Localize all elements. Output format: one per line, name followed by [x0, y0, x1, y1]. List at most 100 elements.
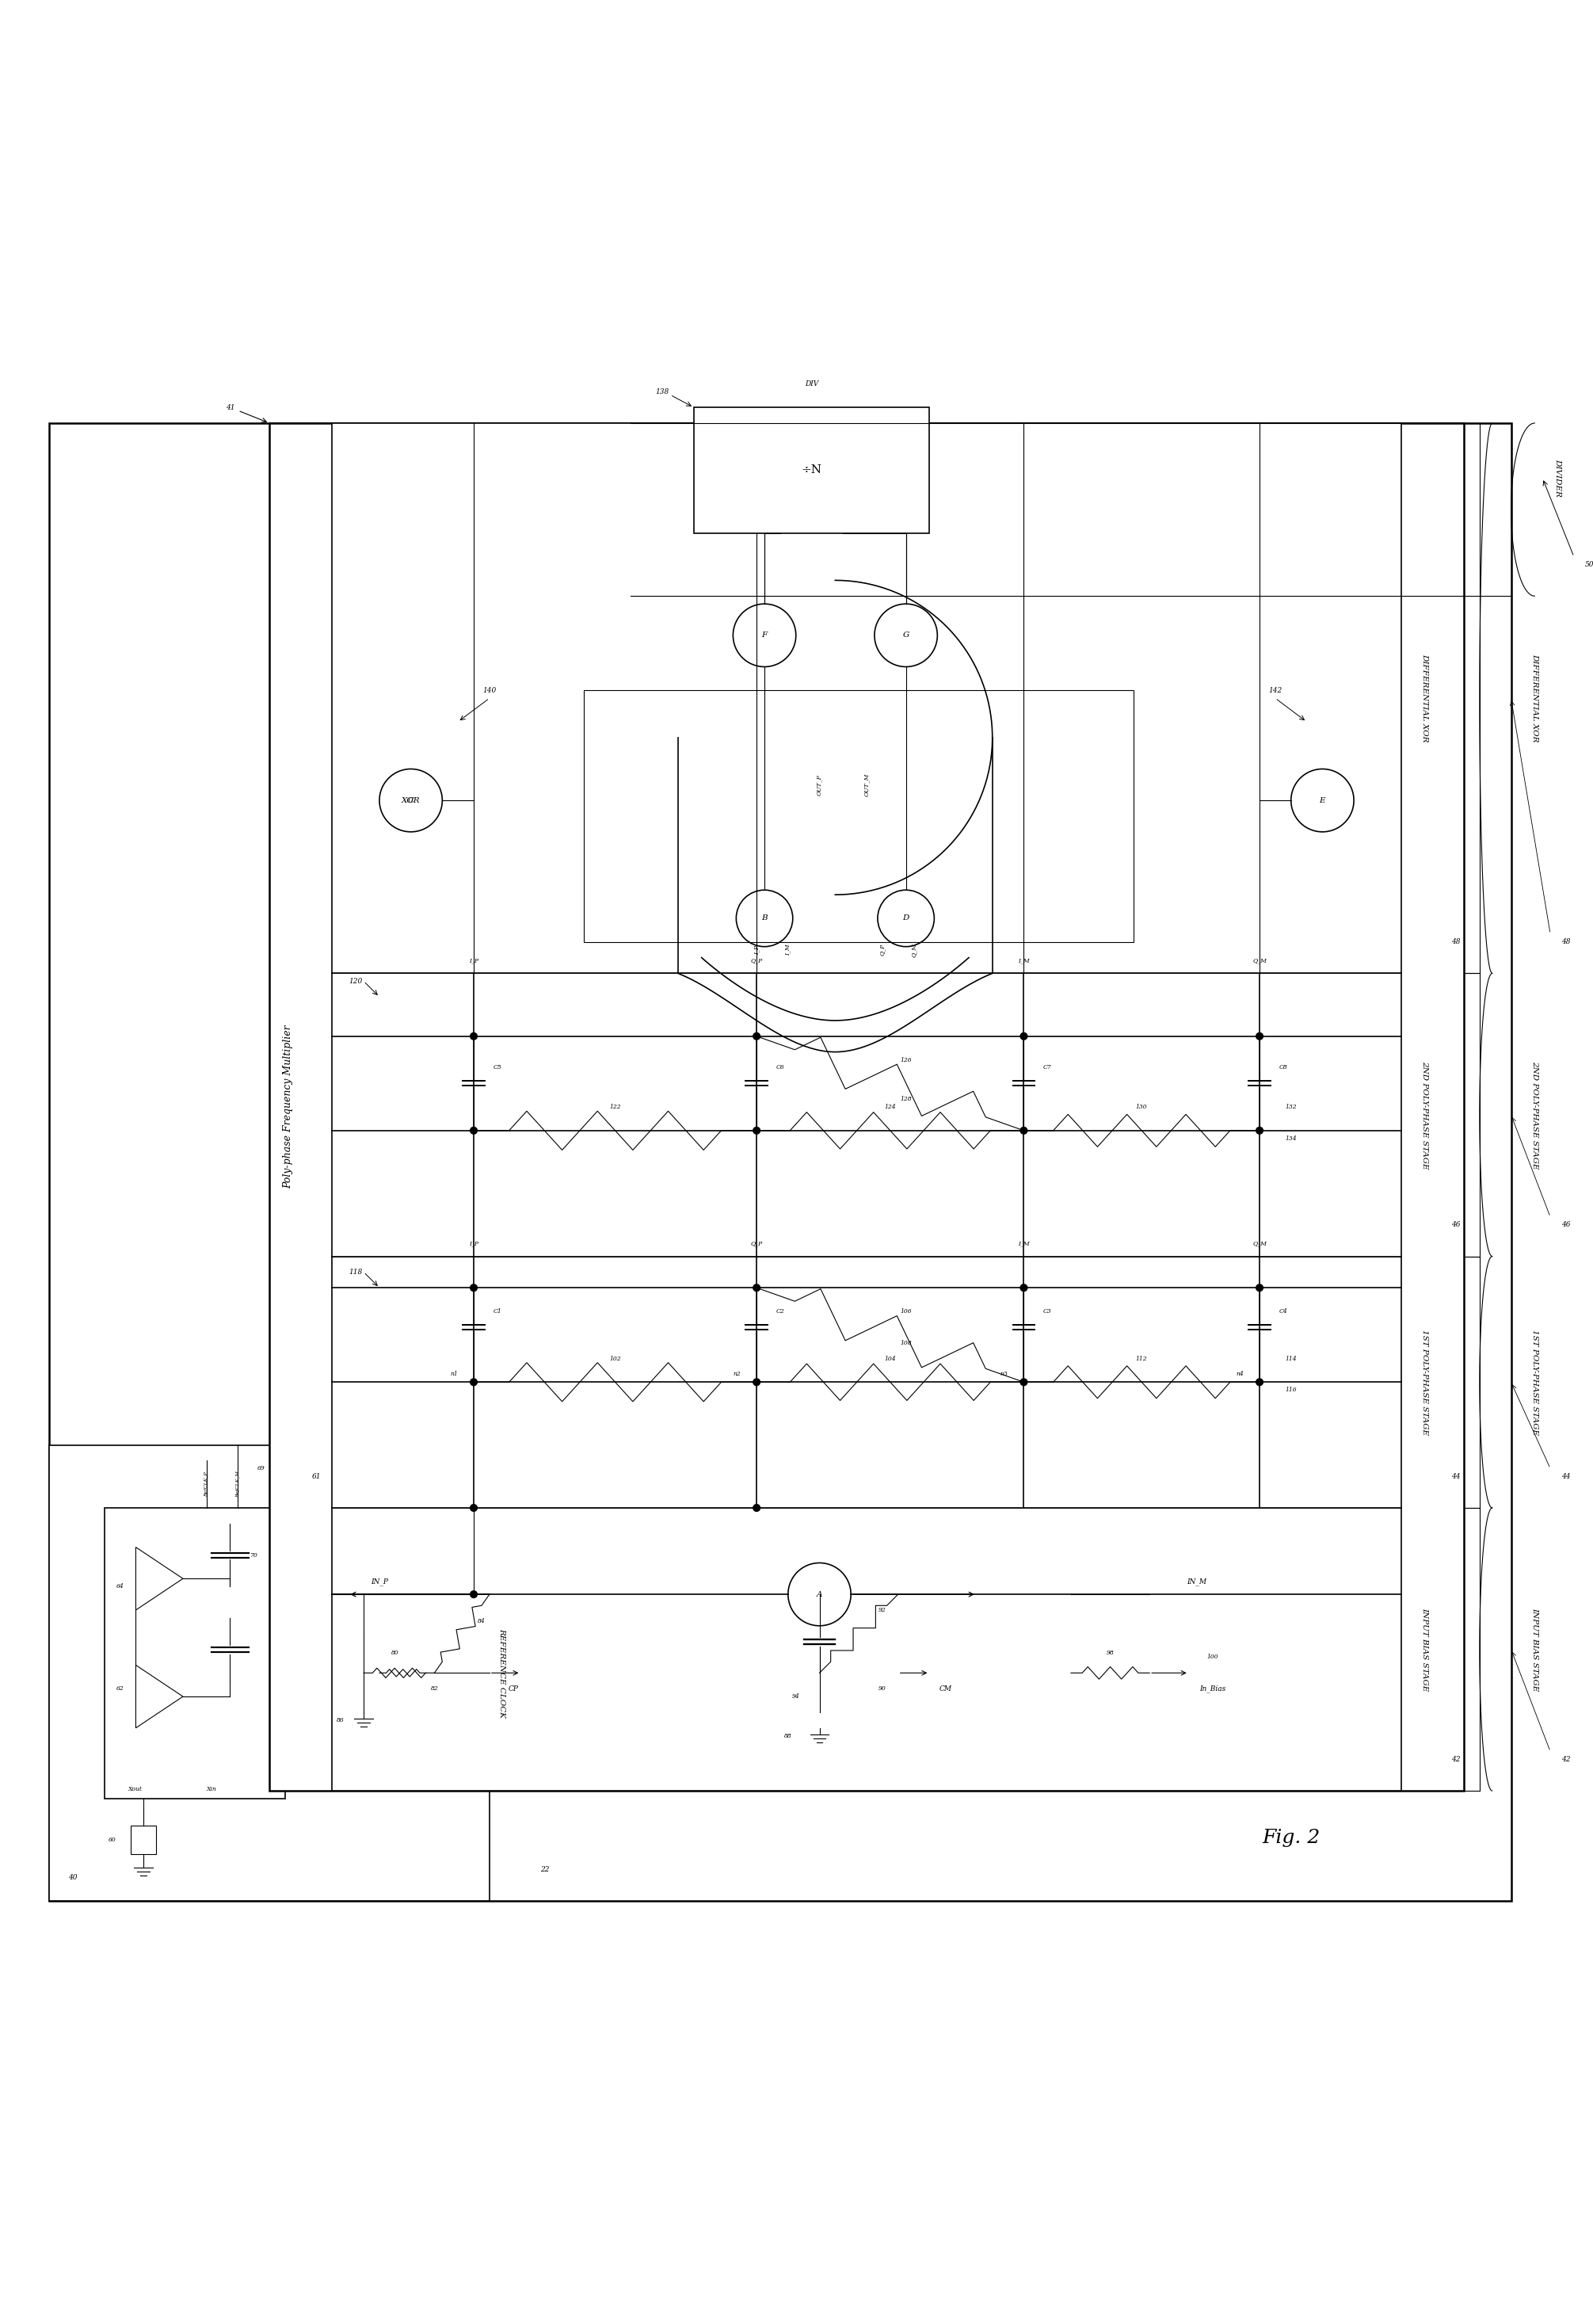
Text: 42: 42 [1561, 1757, 1571, 1764]
Text: I_M: I_M [1018, 1241, 1029, 1248]
Text: B: B [761, 916, 768, 923]
Bar [333, 974, 1400, 1257]
Text: RefCLK_M: RefCLK_M [236, 1471, 241, 1497]
Text: 64: 64 [116, 1583, 124, 1590]
Circle shape [1257, 1285, 1263, 1292]
Text: Xout: Xout [127, 1787, 142, 1792]
Text: OUT_M: OUT_M [863, 774, 870, 797]
Text: 44: 44 [1561, 1473, 1571, 1480]
Text: Q_P: Q_P [750, 1241, 763, 1248]
Text: 69: 69 [258, 1466, 266, 1471]
Text: 114: 114 [1286, 1355, 1297, 1362]
Text: C1: C1 [492, 1308, 502, 1315]
Text: CM: CM [938, 1685, 951, 1692]
Text: 100: 100 [1206, 1655, 1219, 1659]
Circle shape [753, 1032, 760, 1039]
Bar [693, 407, 929, 532]
Text: Xin: Xin [207, 1787, 217, 1792]
Text: 98: 98 [1107, 1650, 1114, 1655]
Bar [333, 423, 1400, 974]
Text: ÷N: ÷N [801, 465, 822, 476]
Text: 61: 61 [312, 1473, 322, 1480]
Text: 2ND POLY-PHASE STAGE: 2ND POLY-PHASE STAGE [1421, 1060, 1429, 1169]
Text: 2ND POLY-PHASE STAGE: 2ND POLY-PHASE STAGE [1531, 1060, 1539, 1169]
Text: IN_M: IN_M [1187, 1578, 1206, 1585]
Text: C3: C3 [1043, 1308, 1051, 1315]
Text: 102: 102 [610, 1355, 621, 1362]
Text: 134: 134 [1286, 1134, 1297, 1141]
Text: 22: 22 [540, 1866, 550, 1873]
Circle shape [470, 1032, 478, 1039]
Text: I_M: I_M [1018, 957, 1029, 964]
Circle shape [1021, 1127, 1027, 1134]
Circle shape [753, 1127, 760, 1134]
Text: 120: 120 [349, 978, 363, 985]
Text: 140: 140 [483, 688, 497, 695]
Text: 126: 126 [900, 1057, 911, 1062]
Text: C2: C2 [776, 1308, 784, 1315]
Text: INPUT BIAS STAGE: INPUT BIAS STAGE [1421, 1608, 1429, 1692]
Text: 40: 40 [68, 1873, 78, 1880]
Text: 62: 62 [116, 1685, 124, 1692]
Text: n1: n1 [451, 1371, 459, 1378]
Text: 122: 122 [610, 1104, 621, 1111]
Text: 124: 124 [884, 1104, 895, 1111]
Text: 116: 116 [1286, 1387, 1297, 1392]
Text: OUT_P: OUT_P [816, 774, 822, 795]
Text: 41: 41 [226, 404, 234, 411]
Text: 80: 80 [392, 1650, 398, 1655]
Text: 106: 106 [900, 1308, 911, 1315]
Circle shape [470, 1592, 478, 1599]
Text: 112: 112 [1136, 1355, 1147, 1362]
Text: CP: CP [508, 1685, 518, 1692]
Text: I_P: I_P [468, 957, 478, 964]
Text: REFERENCE CLOCK: REFERENCE CLOCK [499, 1629, 505, 1717]
Bar [105, 1508, 285, 1799]
Text: Q_P: Q_P [750, 957, 763, 964]
Circle shape [470, 1285, 478, 1292]
Text: IN_P: IN_P [371, 1578, 389, 1585]
Text: 60: 60 [108, 1836, 116, 1843]
Text: DIVIDER: DIVIDER [1555, 460, 1561, 497]
Text: Q_M: Q_M [1252, 1241, 1266, 1248]
Circle shape [470, 1378, 478, 1385]
Text: n3: n3 [1000, 1371, 1008, 1378]
Text: 94: 94 [792, 1694, 800, 1699]
Text: In_Bias: In_Bias [1200, 1685, 1225, 1692]
Text: 104: 104 [884, 1355, 895, 1362]
Text: INPUT BIAS STAGE: INPUT BIAS STAGE [1531, 1608, 1539, 1692]
Text: D: D [903, 916, 910, 923]
Circle shape [753, 1504, 760, 1511]
Text: 44: 44 [1451, 1473, 1461, 1480]
Text: 88: 88 [784, 1734, 792, 1738]
Text: 84: 84 [478, 1618, 486, 1624]
Text: Q_M: Q_M [911, 944, 918, 957]
Bar [131, 1824, 156, 1855]
Circle shape [470, 1127, 478, 1134]
Text: 130: 130 [1136, 1104, 1147, 1111]
Text: F: F [761, 632, 768, 639]
Text: n2: n2 [733, 1371, 741, 1378]
Text: I_P: I_P [753, 946, 760, 955]
Text: 132: 132 [1286, 1104, 1297, 1111]
Text: DIV: DIV [804, 381, 819, 388]
Circle shape [1257, 1127, 1263, 1134]
Text: C5: C5 [492, 1064, 502, 1071]
Text: C: C [408, 797, 414, 804]
Bar [333, 1508, 1400, 1792]
Text: Poly-phase Frequency Multiplier: Poly-phase Frequency Multiplier [284, 1025, 293, 1190]
Text: I_P: I_P [468, 1241, 478, 1248]
Text: 138: 138 [655, 388, 669, 395]
Circle shape [1257, 1032, 1263, 1039]
Text: 48: 48 [1451, 939, 1461, 946]
Text: n4: n4 [1236, 1371, 1244, 1378]
Text: DIFFERENTIAL XOR: DIFFERENTIAL XOR [1421, 653, 1429, 741]
Bar [49, 1446, 489, 1901]
Circle shape [1257, 1378, 1263, 1385]
Text: 108: 108 [900, 1339, 911, 1346]
Text: XOR: XOR [401, 797, 421, 804]
Text: 46: 46 [1561, 1222, 1571, 1229]
Text: 48: 48 [1561, 939, 1571, 946]
Circle shape [1021, 1285, 1027, 1292]
Circle shape [753, 1285, 760, 1292]
